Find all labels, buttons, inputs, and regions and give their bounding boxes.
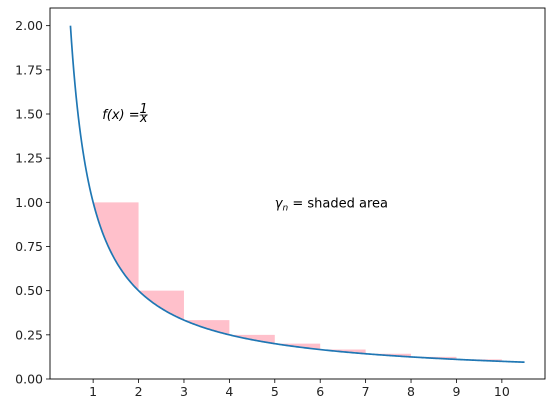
x-tick-label-6: 6 [316, 384, 324, 399]
y-tick-label-1.25: 1.25 [15, 151, 43, 166]
y-tick-label-1.00: 1.00 [15, 195, 43, 210]
function-annotation-numerator: 1 [140, 102, 148, 117]
x-tick-label-5: 5 [271, 384, 279, 399]
function-annotation-denominator: x [139, 111, 148, 126]
function-annotation-lhs: f(x) [102, 108, 124, 123]
shaded-region-2 [138, 290, 184, 321]
shaded-region-1 [93, 202, 139, 291]
plot-frame [49, 7, 546, 380]
y-tick-label-0.25: 0.25 [15, 327, 43, 342]
curve-series [69, 25, 525, 364]
x-tick-label-3: 3 [180, 384, 188, 399]
y-tick-label-2.00: 2.00 [15, 18, 43, 33]
x-tick-label-4: 4 [225, 384, 233, 399]
gamma-annotation-text: = shaded area [288, 196, 388, 211]
x-axis: 1 2 3 4 5 6 7 8 9 10 [89, 379, 510, 399]
gamma-symbol: γ [275, 196, 284, 211]
x-tick-label-1: 1 [89, 384, 97, 399]
y-tick-label-0.00: 0.00 [15, 372, 43, 387]
x-tick-label-10: 10 [494, 384, 510, 399]
x-tick-label-9: 9 [452, 384, 460, 399]
y-axis: 0.00 0.25 0.50 0.75 1.00 1.25 1.50 1.75 2.00 [15, 18, 50, 387]
y-tick-label-0.50: 0.50 [15, 283, 43, 298]
y-tick-label-1.50: 1.50 [15, 107, 43, 122]
y-tick-label-1.75: 1.75 [15, 62, 43, 77]
gamma-subscript: n [282, 203, 288, 213]
x-tick-label-2: 2 [135, 384, 143, 399]
y-tick-label-0.75: 0.75 [15, 239, 43, 254]
x-tick-label-8: 8 [407, 384, 415, 399]
x-tick-label-7: 7 [362, 384, 370, 399]
function-annotation: f(x) = [102, 108, 139, 123]
function-annotation-equals: = [125, 108, 140, 123]
shaded-regions [93, 202, 502, 362]
gamma-annotation: γn = shaded area [275, 196, 388, 213]
